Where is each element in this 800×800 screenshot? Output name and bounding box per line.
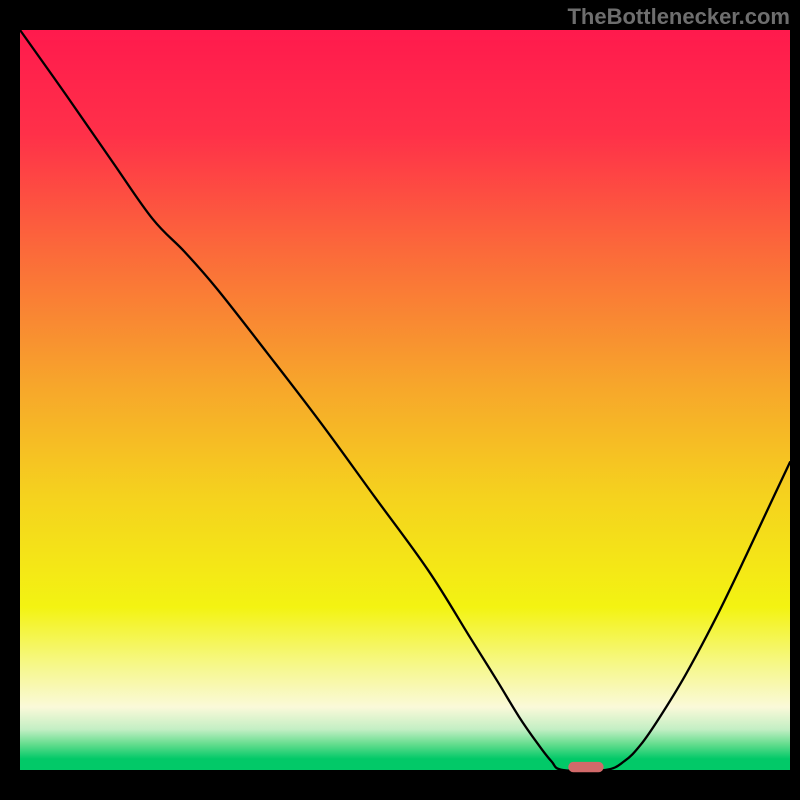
watermark-text: TheBottlenecker.com <box>567 4 790 30</box>
bottleneck-chart: TheBottlenecker.com <box>0 0 800 800</box>
chart-svg <box>0 0 800 800</box>
